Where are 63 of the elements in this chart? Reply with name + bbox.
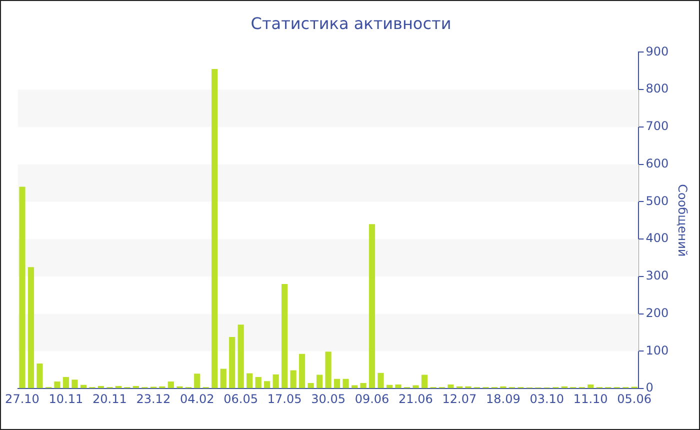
x-tick-label: 04.02 (180, 392, 214, 406)
bar (238, 324, 244, 388)
bar (264, 381, 270, 388)
x-tick-label: 10.11 (48, 392, 84, 406)
bar (98, 386, 104, 388)
bar (368, 224, 376, 388)
bar (168, 382, 174, 388)
bar (334, 378, 340, 388)
bar (36, 364, 43, 388)
x-tick-label: 21.06 (398, 392, 433, 406)
x-tick-label: 11.10 (573, 392, 608, 406)
x-tick-label: 17.05 (267, 392, 302, 406)
bar (588, 384, 594, 388)
bar (290, 370, 296, 388)
x-tick-label: 12.07 (442, 392, 477, 406)
x-tick-label: 27.10 (5, 392, 40, 406)
chart-title: Статистика активности (250, 14, 452, 33)
y-tick-label: 800 (646, 82, 669, 96)
bar (246, 373, 253, 388)
bar (72, 380, 78, 388)
bar (298, 354, 306, 388)
y-axis-title: Сообщений (676, 184, 690, 257)
bar (255, 377, 262, 388)
y-tick-label: 900 (646, 44, 669, 58)
bar (448, 384, 454, 388)
bar (28, 267, 34, 388)
bar (316, 374, 323, 388)
bar (360, 382, 366, 388)
bar (412, 385, 419, 388)
bar (54, 382, 60, 388)
bar (194, 374, 200, 388)
x-tick-label: 03.10 (530, 392, 564, 406)
bar (212, 69, 218, 388)
bar (132, 386, 139, 388)
x-tick-label: 23.12 (136, 392, 171, 406)
bar (308, 382, 314, 388)
bar (421, 374, 428, 388)
bar (281, 284, 288, 388)
y-tick-label: 400 (646, 231, 669, 246)
bar (342, 378, 349, 388)
y-tick-label: 700 (646, 119, 669, 134)
bar (325, 352, 332, 388)
x-tick-label: 30.05 (311, 392, 346, 406)
bar (115, 386, 122, 388)
bar (229, 337, 236, 388)
y-tick-label: 200 (646, 306, 669, 320)
y-tick-label: 600 (646, 156, 669, 170)
bar (19, 186, 26, 388)
bar (386, 384, 393, 388)
x-tick-label: 06.05 (224, 392, 258, 406)
x-tick-label: 20.11 (92, 392, 127, 406)
bar (378, 372, 384, 388)
y-tick-label: 300 (646, 268, 669, 283)
y-tick-label: 100 (646, 343, 669, 358)
bar (395, 384, 402, 388)
x-tick-label: 18.09 (486, 392, 520, 406)
bar (220, 368, 226, 388)
bar (80, 384, 87, 388)
bar (351, 385, 358, 388)
bar (272, 374, 279, 388)
y-tick-label: 500 (646, 194, 669, 208)
bar (62, 377, 70, 388)
x-tick-label: 09.06 (354, 392, 390, 406)
